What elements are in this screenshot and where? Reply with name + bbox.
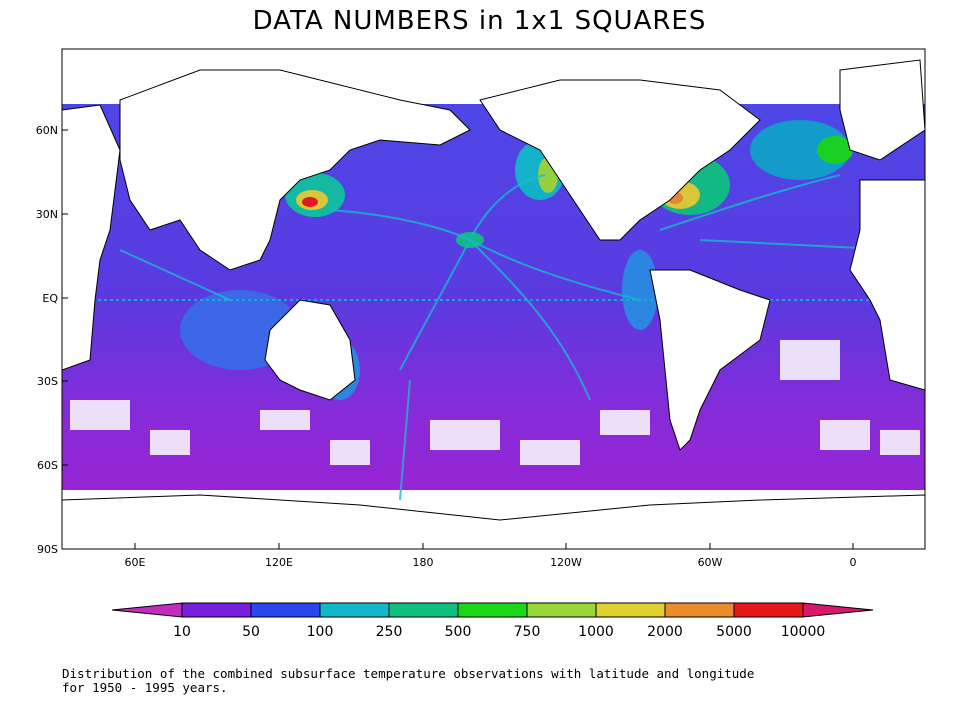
colorbar-segment bbox=[457, 602, 528, 618]
colorbar-segment bbox=[250, 602, 321, 618]
y-tick-label: 30N bbox=[36, 208, 58, 221]
colorbar-label: 10000 bbox=[781, 624, 826, 640]
landmasses bbox=[62, 59, 925, 549]
x-tick-label: 0 bbox=[850, 556, 857, 569]
australia-land bbox=[264, 299, 356, 401]
colorbar bbox=[111, 602, 874, 618]
south-america-land bbox=[649, 269, 771, 451]
x-tick-label: 60W bbox=[698, 556, 723, 569]
southern-ocean-gaps bbox=[70, 340, 920, 465]
colorbar-segment bbox=[526, 602, 597, 618]
x-tick-label: 180 bbox=[413, 556, 434, 569]
colorbar-labels: 10 50 100 250 500 750 1000 2000 5000 10000 bbox=[173, 624, 825, 640]
colorbar-label: 750 bbox=[514, 624, 541, 640]
colorbar-segment bbox=[733, 602, 804, 618]
y-tick-label: 30S bbox=[37, 375, 58, 388]
map-frame bbox=[61, 48, 926, 550]
y-axis bbox=[62, 129, 68, 550]
colorbar-segment bbox=[388, 602, 459, 618]
colorbar-label: 50 bbox=[242, 624, 260, 640]
caption-line-2: for 1950 - 1995 years. bbox=[62, 680, 228, 695]
caption-line-1: Distribution of the combined subsurface … bbox=[62, 666, 755, 681]
west-africa-land bbox=[849, 179, 925, 391]
x-tick-labels: 60E 120E 180 120W 60W 0 bbox=[125, 556, 857, 569]
eurasia-land bbox=[119, 69, 471, 271]
x-tick-label: 120E bbox=[265, 556, 293, 569]
x-axis bbox=[134, 543, 854, 549]
colorbar-label: 250 bbox=[376, 624, 403, 640]
antarctica-land bbox=[62, 494, 925, 549]
colorbar-label: 10 bbox=[173, 624, 191, 640]
y-tick-label: 60S bbox=[37, 459, 58, 472]
africa-land bbox=[62, 104, 121, 371]
y-tick-label: 90S bbox=[37, 543, 58, 556]
x-tick-label: 60E bbox=[125, 556, 146, 569]
colorbar-segment bbox=[595, 602, 666, 618]
x-tick-label: 120W bbox=[550, 556, 582, 569]
greenland-land bbox=[839, 59, 925, 161]
north-america-land bbox=[479, 79, 761, 241]
map-title: DATA NUMBERS in 1x1 SQUARES bbox=[252, 6, 707, 36]
y-tick-label: 60N bbox=[36, 124, 58, 137]
colorbar-label: 1000 bbox=[578, 624, 614, 640]
colorbar-label: 500 bbox=[445, 624, 472, 640]
colorbar-label: 2000 bbox=[647, 624, 683, 640]
y-tick-labels: 60N 30N EQ 30S 60S 90S bbox=[36, 124, 59, 556]
caption: Distribution of the combined subsurface … bbox=[62, 667, 754, 695]
colorbar-label: 5000 bbox=[716, 624, 752, 640]
colorbar-label: 100 bbox=[307, 624, 334, 640]
colorbar-arrow-left bbox=[111, 602, 183, 618]
colorbar-segment bbox=[181, 602, 252, 618]
colorbar-segment bbox=[319, 602, 390, 618]
y-tick-label: EQ bbox=[42, 292, 58, 305]
colorbar-segment bbox=[664, 602, 735, 618]
colorbar-arrow-right bbox=[802, 602, 874, 618]
